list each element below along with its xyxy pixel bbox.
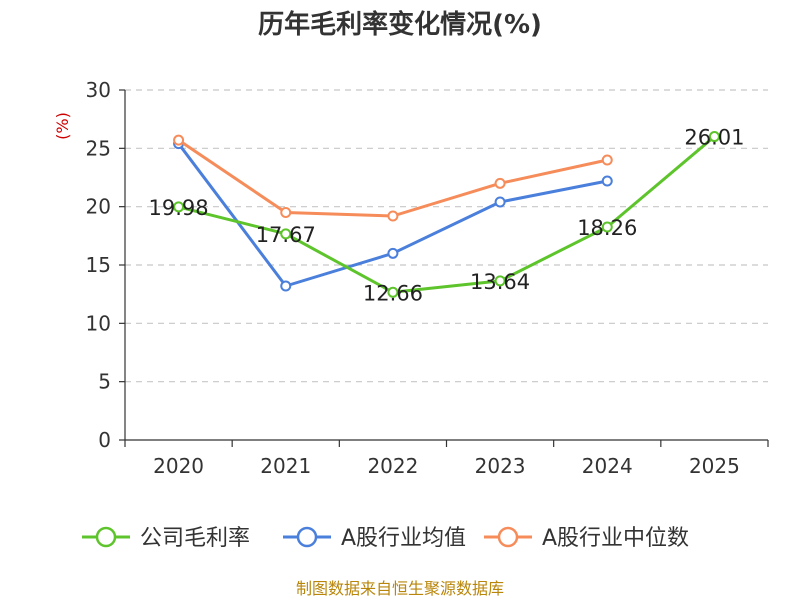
data-point [173,134,185,146]
legend-marker-0 [95,526,117,548]
data-label: 19.98 [149,196,209,220]
data-label: 13.64 [470,270,530,294]
series-line-0 [178,135,716,294]
legend-marker-2 [497,526,519,548]
data-point [494,177,506,189]
data-label: 26.01 [684,126,744,150]
chart-title: 历年毛利率变化情况(%) [258,9,542,40]
data-point [280,228,292,240]
data-point [601,175,613,187]
series-group [173,131,720,298]
y-tick-label: 10 [86,311,111,335]
legend-label-1: A股行业均值 [341,526,466,551]
data-point [280,280,292,292]
data-point [387,286,399,298]
data-point [601,154,613,166]
x-tick-label: 2021 [260,454,311,478]
legend-label-2: A股行业中位数 [542,526,689,551]
y-tick-label: 5 [98,370,111,394]
y-tick-label: 25 [86,136,111,160]
data-point [494,275,506,287]
data-label: 18.26 [577,216,637,240]
data-labels: 19.98 17.67 12.66 13.64 18.26 26.01 [149,126,745,306]
x-tick-label: 2024 [582,454,633,478]
x-tick-label: 2022 [367,454,418,478]
x-tick-label: 2025 [689,454,740,478]
data-label: 12.66 [363,281,423,305]
data-label: 17.67 [256,223,316,247]
y-axis-unit: (%) [53,112,72,140]
x-tick-labels: 2020 2021 2022 2023 2024 2025 [153,454,740,478]
axes [119,89,769,447]
legend-label-0: 公司毛利率 [140,526,250,551]
y-tick-label: 30 [86,78,111,102]
data-source-note: 制图数据来自恒生聚源数据库 [296,579,504,598]
data-point [708,131,720,143]
legend: 公司毛利率 A股行业均值 A股行业中位数 [82,526,689,551]
series-line-2 [177,138,608,218]
legend-marker-1 [296,526,318,548]
y-tick-label: 0 [98,428,111,452]
data-point [494,196,506,208]
grid-lines [125,89,768,383]
data-point [387,247,399,259]
data-point [387,210,399,222]
y-tick-labels: 0 5 10 15 20 25 30 [86,78,111,452]
data-point [173,201,185,213]
x-tick-label: 2023 [475,454,526,478]
y-tick-label: 20 [86,195,111,219]
data-point [280,207,292,218]
y-tick-label: 15 [86,253,111,277]
x-tick-label: 2020 [153,454,204,478]
data-point [601,221,613,233]
